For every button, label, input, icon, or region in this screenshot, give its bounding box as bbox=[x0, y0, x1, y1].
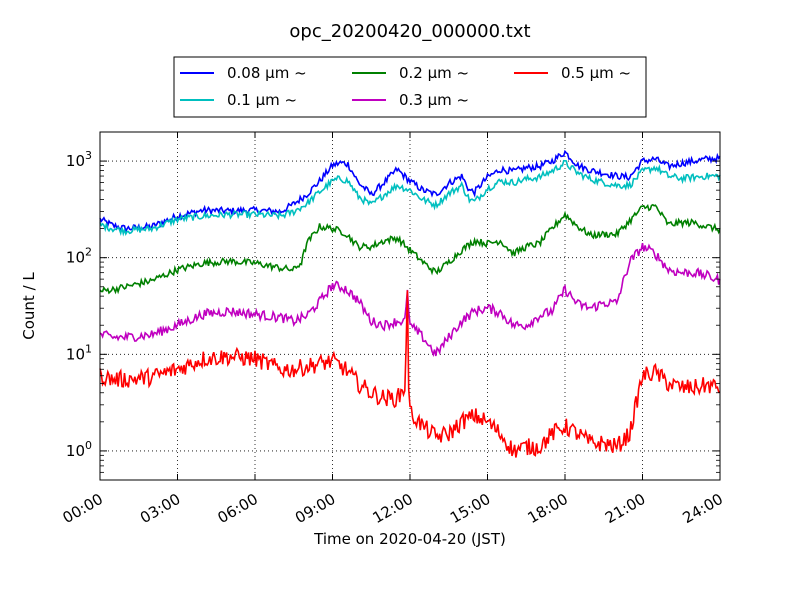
y-tick-label: 102 bbox=[66, 246, 92, 267]
y-tick-label-exponent: 1 bbox=[85, 342, 92, 355]
legend-label: 0.2 μm ~ bbox=[399, 64, 469, 82]
y-tick-label-base: 10 bbox=[66, 152, 85, 170]
series-line bbox=[99, 149, 721, 234]
series-line bbox=[99, 242, 721, 358]
chart-title: opc_20200420_000000.txt bbox=[289, 21, 530, 42]
y-tick-label: 101 bbox=[66, 342, 92, 363]
legend-label: 0.08 μm ~ bbox=[227, 64, 307, 82]
x-tick-label: 24:00 bbox=[680, 490, 726, 527]
legend-label: 0.1 μm ~ bbox=[227, 91, 297, 109]
x-tick-label: 03:00 bbox=[137, 490, 183, 527]
x-tick-label: 15:00 bbox=[447, 490, 493, 527]
y-tick-label-base: 10 bbox=[66, 345, 85, 363]
series-line bbox=[99, 159, 721, 237]
legend-label: 0.5 μm ~ bbox=[561, 64, 631, 82]
legend-box bbox=[173, 56, 647, 118]
y-tick-label-base: 10 bbox=[66, 249, 85, 267]
x-tick-label: 00:00 bbox=[60, 490, 106, 527]
x-axis-label: Time on 2020-04-20 (JST) bbox=[313, 530, 506, 548]
y-tick-label-base: 10 bbox=[66, 442, 85, 460]
series-line bbox=[99, 203, 721, 295]
series-lines bbox=[99, 149, 721, 458]
x-tick-label: 12:00 bbox=[370, 490, 416, 527]
y-axis-label: Count / L bbox=[20, 272, 38, 340]
legend: 0.08 μm ~ 0.1 μm ~ 0.2 μm ~ 0.3 μm ~ 0.5 μm … bbox=[173, 56, 647, 118]
y-tick-label: 103 bbox=[66, 149, 92, 170]
series-line bbox=[99, 290, 721, 458]
legend-label: 0.3 μm ~ bbox=[399, 91, 469, 109]
x-tick-label: 06:00 bbox=[215, 490, 261, 527]
y-tick-label-exponent: 0 bbox=[85, 439, 92, 452]
x-tick-label: 09:00 bbox=[292, 490, 338, 527]
grid-lines bbox=[100, 132, 720, 480]
x-tick-label: 18:00 bbox=[525, 490, 571, 527]
y-tick-label-exponent: 3 bbox=[85, 149, 92, 162]
y-tick-label: 100 bbox=[66, 439, 92, 460]
y-tick-label-exponent: 2 bbox=[85, 246, 92, 259]
x-tick-label: 21:00 bbox=[602, 490, 648, 527]
